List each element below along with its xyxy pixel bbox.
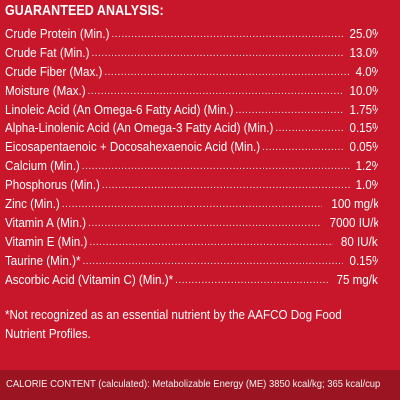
calorie-content-band: CALORIE CONTENT (calculated): Metaboliza…	[0, 370, 400, 400]
nutrient-label: Taurine (Min.)*	[5, 252, 81, 268]
nutrient-value: 10.0%	[349, 82, 378, 98]
nutrient-value: 0.15%	[349, 120, 378, 136]
nutrient-label: Moisture (Max.)	[5, 82, 86, 98]
dot-leader	[111, 26, 343, 44]
nutrient-label: Alpha-Linolenic Acid (An Omega-3 Fatty A…	[5, 120, 274, 136]
dot-leader	[104, 64, 349, 82]
analysis-row-zinc: Zinc (Min.) 100 mg/kg	[5, 195, 378, 214]
nutrient-value: 0.15%	[349, 252, 378, 268]
analysis-row-crude-fiber: Crude Fiber (Max.) 4.0%	[5, 63, 378, 82]
dot-leader	[89, 234, 332, 252]
nutrient-value: 0.05%	[349, 139, 378, 155]
nutrient-label: Eicosapentaenoic + Docosahexaenoic Acid …	[5, 139, 261, 155]
nutrient-value: 75 mg/kg	[336, 271, 378, 287]
analysis-row-crude-protein: Crude Protein (Min.) 25.0%	[5, 25, 378, 44]
nutrient-value: 1.2%	[355, 158, 378, 174]
nutrient-value: 1.0%	[355, 177, 378, 193]
nutrient-label: Linoleic Acid (An Omega-6 Fatty Acid) (M…	[5, 101, 234, 117]
dot-leader	[262, 139, 343, 157]
analysis-row-linoleic-acid: Linoleic Acid (An Omega-6 Fatty Acid) (M…	[5, 101, 378, 120]
nutrient-label: Crude Fiber (Max.)	[5, 63, 103, 79]
analysis-row-vitamin-a: Vitamin A (Min.) 7000 IU/kg	[5, 214, 378, 233]
analysis-row-crude-fat: Crude Fat (Min.) 13.0%	[5, 44, 378, 63]
nutrient-label: Phosphorus (Min.)	[5, 177, 100, 193]
analysis-row-ascorbic-acid: Ascorbic Acid (Vitamin C) (Min.)* 75 mg/…	[5, 271, 378, 290]
nutrient-value: 80 IU/kg	[340, 233, 378, 249]
dot-leader	[91, 45, 343, 63]
nutrient-label: Crude Protein (Min.)	[5, 26, 110, 41]
calorie-content-value: Metabolizable Energy (ME) 3850 kcal/kg; …	[152, 378, 381, 390]
analysis-row-phosphorus: Phosphorus (Min.) 1.0%	[5, 176, 378, 195]
dot-leader	[175, 272, 328, 290]
analysis-row-vitamin-e: Vitamin E (Min.) 80 IU/kg	[5, 233, 378, 252]
nutrient-value: 25.0%	[349, 26, 378, 41]
analysis-heading: GUARANTEED ANALYSIS:	[5, 3, 164, 19]
nutrient-label: Crude Fat (Min.)	[5, 44, 90, 60]
nutrient-label: Vitamin E (Min.)	[5, 233, 88, 249]
nutrient-label: Vitamin A (Min.)	[5, 214, 87, 230]
dot-leader	[88, 215, 320, 233]
analysis-row-alpha-linolenic-acid: Alpha-Linolenic Acid (An Omega-3 Fatty A…	[5, 119, 378, 138]
analysis-row-taurine: Taurine (Min.)* 0.15%	[5, 252, 378, 271]
nutrient-value: 13.0%	[349, 44, 378, 60]
nutrient-value: 100 mg/kg	[331, 196, 378, 212]
analysis-row-calcium: Calcium (Min.) 1.2%	[5, 157, 378, 176]
dot-leader	[82, 253, 343, 271]
nutrient-value: 4.0%	[355, 63, 378, 79]
analysis-row-epa-dha: Eicosapentaenoic + Docosahexaenoic Acid …	[5, 138, 378, 157]
nutrient-label: Ascorbic Acid (Vitamin C) (Min.)*	[5, 271, 174, 287]
dot-leader	[275, 120, 343, 138]
dot-leader	[102, 177, 350, 195]
nutrient-value: 1.75%	[349, 101, 378, 117]
aafco-footnote: *Not recognized as an essential nutrient…	[5, 307, 342, 341]
dot-leader	[82, 158, 350, 176]
nutrient-label: Zinc (Min.)	[5, 196, 60, 212]
nutrient-label: Calcium (Min.)	[5, 158, 80, 174]
analysis-table: Crude Protein (Min.) 25.0% Crude Fat (Mi…	[5, 25, 378, 289]
nutrient-value: 7000 IU/kg	[329, 214, 378, 230]
dot-leader	[88, 83, 344, 101]
calorie-content-label: CALORIE CONTENT (calculated):	[6, 378, 150, 390]
calorie-content: CALORIE CONTENT (calculated): Metaboliza…	[6, 378, 380, 390]
dot-leader	[62, 196, 322, 214]
dot-leader	[235, 102, 343, 120]
analysis-row-moisture: Moisture (Max.) 10.0%	[5, 82, 378, 101]
